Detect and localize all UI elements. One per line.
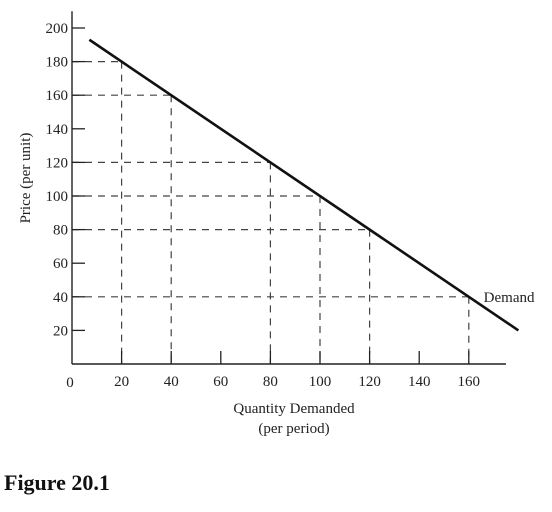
x-axis-ticks: 20 40 60 80 100 120 140 160 [114,351,480,390]
y-tick-label-160: 160 [46,88,69,104]
x-tick-label-140: 140 [408,374,431,390]
y-tick-label-200: 200 [46,21,69,37]
y-tick-label-80: 80 [53,223,68,239]
x-tick-label-80: 80 [263,374,278,390]
y-axis-title: Price (per unit) [18,133,34,224]
x-tick-label-20: 20 [114,374,129,390]
demand-curve [88,38,520,332]
y-tick-label-40: 40 [53,290,68,306]
y-tick-label-20: 20 [53,323,68,339]
y-tick-label-100: 100 [46,189,69,205]
x-tick-label-100: 100 [309,374,332,390]
x-axis-title: Quantity Demanded [233,401,355,417]
x-tick-label-40: 40 [164,374,179,390]
x-axis-subtitle: (per period) [258,421,329,437]
x-tick-label-120: 120 [358,374,381,390]
reference-lines [72,60,470,364]
y-tick-label-60: 60 [53,256,68,272]
demand-series-label: Demand [484,290,535,306]
y-axis-ticks: 20 40 60 80 100 120 140 160 180 200 [46,21,85,339]
y-tick-label-180: 180 [46,55,69,71]
y-tick-label-140: 140 [46,122,69,138]
figure-caption: Figure 20.1 [4,470,110,495]
x-tick-label-160: 160 [458,374,481,390]
origin-label: 0 [66,375,74,391]
x-tick-label-60: 60 [213,374,228,390]
y-tick-label-120: 120 [46,155,69,171]
demand-chart: 20 40 60 80 100 120 140 160 180 200 20 40 60 80 100 12… [18,11,535,437]
